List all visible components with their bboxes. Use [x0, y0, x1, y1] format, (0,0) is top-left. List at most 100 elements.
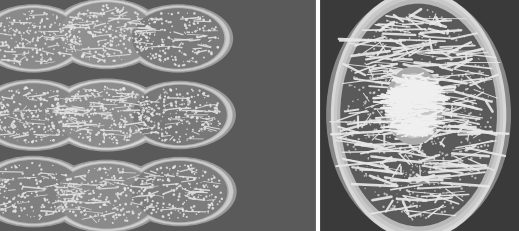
Point — [126, 37, 134, 41]
Point — [47, 139, 55, 143]
Point — [6, 200, 15, 204]
Point — [420, 163, 429, 167]
Point — [392, 128, 400, 132]
Point — [391, 146, 400, 150]
Point — [101, 59, 109, 63]
Point — [91, 201, 100, 204]
Point — [175, 116, 183, 119]
Point — [20, 191, 28, 195]
Point — [55, 196, 63, 199]
Point — [173, 187, 181, 190]
Point — [200, 92, 208, 96]
Point — [412, 106, 420, 110]
Point — [108, 128, 116, 131]
Point — [16, 103, 24, 107]
Point — [5, 182, 13, 186]
Point — [125, 106, 133, 110]
Point — [49, 90, 58, 94]
Point — [179, 175, 187, 179]
Point — [413, 126, 421, 130]
Point — [205, 206, 213, 210]
Point — [129, 212, 137, 215]
Point — [175, 195, 183, 198]
Point — [162, 20, 171, 24]
Point — [372, 128, 380, 132]
Point — [351, 119, 359, 122]
Point — [104, 7, 112, 11]
Point — [448, 73, 456, 76]
Point — [390, 129, 398, 133]
Point — [422, 216, 430, 220]
Point — [370, 122, 378, 126]
Point — [11, 205, 20, 209]
Point — [88, 22, 97, 26]
Point — [32, 190, 40, 194]
Point — [192, 187, 200, 191]
Point — [2, 204, 10, 208]
Point — [29, 122, 37, 126]
Point — [344, 108, 352, 112]
Point — [486, 125, 494, 129]
Point — [100, 46, 108, 49]
Point — [183, 215, 191, 219]
Ellipse shape — [58, 3, 156, 67]
Point — [50, 173, 58, 177]
Ellipse shape — [53, 1, 160, 68]
Ellipse shape — [50, 0, 163, 70]
Point — [140, 116, 148, 120]
Point — [8, 49, 17, 52]
Point — [23, 58, 31, 62]
Point — [72, 110, 80, 113]
Point — [89, 35, 98, 39]
Point — [95, 218, 103, 221]
Point — [57, 188, 65, 192]
Point — [183, 12, 192, 16]
Point — [153, 112, 161, 116]
Point — [366, 113, 375, 116]
Point — [123, 210, 131, 214]
Point — [159, 206, 167, 210]
Point — [439, 164, 447, 167]
Point — [61, 204, 70, 207]
Point — [429, 51, 438, 54]
Point — [473, 131, 481, 134]
Point — [370, 53, 378, 57]
Point — [201, 170, 210, 174]
Point — [130, 211, 138, 215]
Point — [115, 123, 124, 127]
Point — [28, 127, 36, 131]
Point — [419, 127, 428, 131]
Point — [150, 114, 158, 118]
Point — [66, 34, 75, 37]
Point — [185, 31, 193, 35]
Point — [94, 102, 103, 106]
Point — [474, 122, 482, 126]
Point — [120, 43, 128, 47]
Point — [387, 63, 395, 67]
Point — [404, 184, 413, 187]
Point — [177, 108, 186, 112]
Point — [138, 187, 146, 191]
Point — [138, 192, 146, 196]
Point — [179, 43, 187, 46]
Point — [374, 51, 382, 55]
Point — [93, 92, 102, 96]
Point — [148, 208, 157, 212]
Point — [120, 138, 128, 142]
Point — [135, 213, 143, 216]
Point — [53, 106, 62, 110]
Point — [146, 106, 154, 110]
Point — [415, 153, 424, 157]
Point — [110, 214, 118, 217]
Point — [413, 80, 421, 84]
Point — [37, 54, 46, 57]
Point — [188, 193, 196, 196]
Point — [34, 115, 42, 119]
Point — [446, 194, 454, 198]
Point — [462, 75, 470, 78]
Point — [26, 128, 34, 132]
Point — [466, 141, 474, 145]
Point — [206, 194, 214, 198]
Point — [399, 202, 407, 205]
Point — [415, 39, 423, 43]
